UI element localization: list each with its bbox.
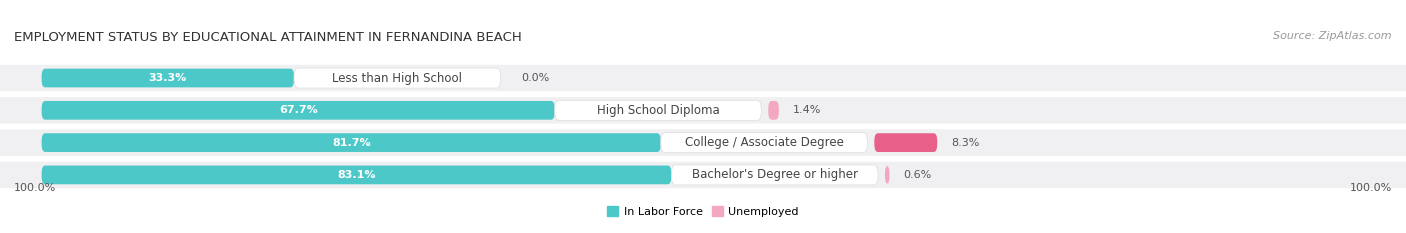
Text: EMPLOYMENT STATUS BY EDUCATIONAL ATTAINMENT IN FERNANDINA BEACH: EMPLOYMENT STATUS BY EDUCATIONAL ATTAINM…	[14, 31, 522, 44]
FancyBboxPatch shape	[672, 165, 879, 185]
Text: Bachelor's Degree or higher: Bachelor's Degree or higher	[692, 168, 858, 182]
Text: College / Associate Degree: College / Associate Degree	[685, 136, 844, 149]
FancyBboxPatch shape	[0, 129, 1406, 156]
FancyBboxPatch shape	[0, 65, 1406, 91]
Text: 1.4%: 1.4%	[793, 105, 821, 115]
FancyBboxPatch shape	[875, 133, 938, 152]
Text: Less than High School: Less than High School	[332, 72, 463, 85]
Text: High School Diploma: High School Diploma	[596, 104, 720, 117]
Text: 83.1%: 83.1%	[337, 170, 375, 180]
Text: 0.6%: 0.6%	[903, 170, 932, 180]
FancyBboxPatch shape	[42, 165, 672, 184]
Legend: In Labor Force, Unemployed: In Labor Force, Unemployed	[603, 202, 803, 221]
FancyBboxPatch shape	[42, 133, 661, 152]
Text: Source: ZipAtlas.com: Source: ZipAtlas.com	[1274, 31, 1392, 41]
Text: 8.3%: 8.3%	[950, 138, 980, 148]
FancyBboxPatch shape	[42, 69, 294, 87]
Text: 81.7%: 81.7%	[332, 138, 371, 148]
FancyBboxPatch shape	[0, 97, 1406, 123]
Text: 0.0%: 0.0%	[522, 73, 550, 83]
FancyBboxPatch shape	[661, 133, 868, 153]
FancyBboxPatch shape	[0, 162, 1406, 188]
FancyBboxPatch shape	[884, 165, 890, 184]
Text: 100.0%: 100.0%	[1350, 183, 1392, 193]
Text: 67.7%: 67.7%	[278, 105, 318, 115]
Text: 33.3%: 33.3%	[149, 73, 187, 83]
Text: 100.0%: 100.0%	[14, 183, 56, 193]
FancyBboxPatch shape	[768, 101, 779, 120]
FancyBboxPatch shape	[294, 68, 501, 88]
FancyBboxPatch shape	[555, 100, 762, 120]
FancyBboxPatch shape	[42, 101, 555, 120]
